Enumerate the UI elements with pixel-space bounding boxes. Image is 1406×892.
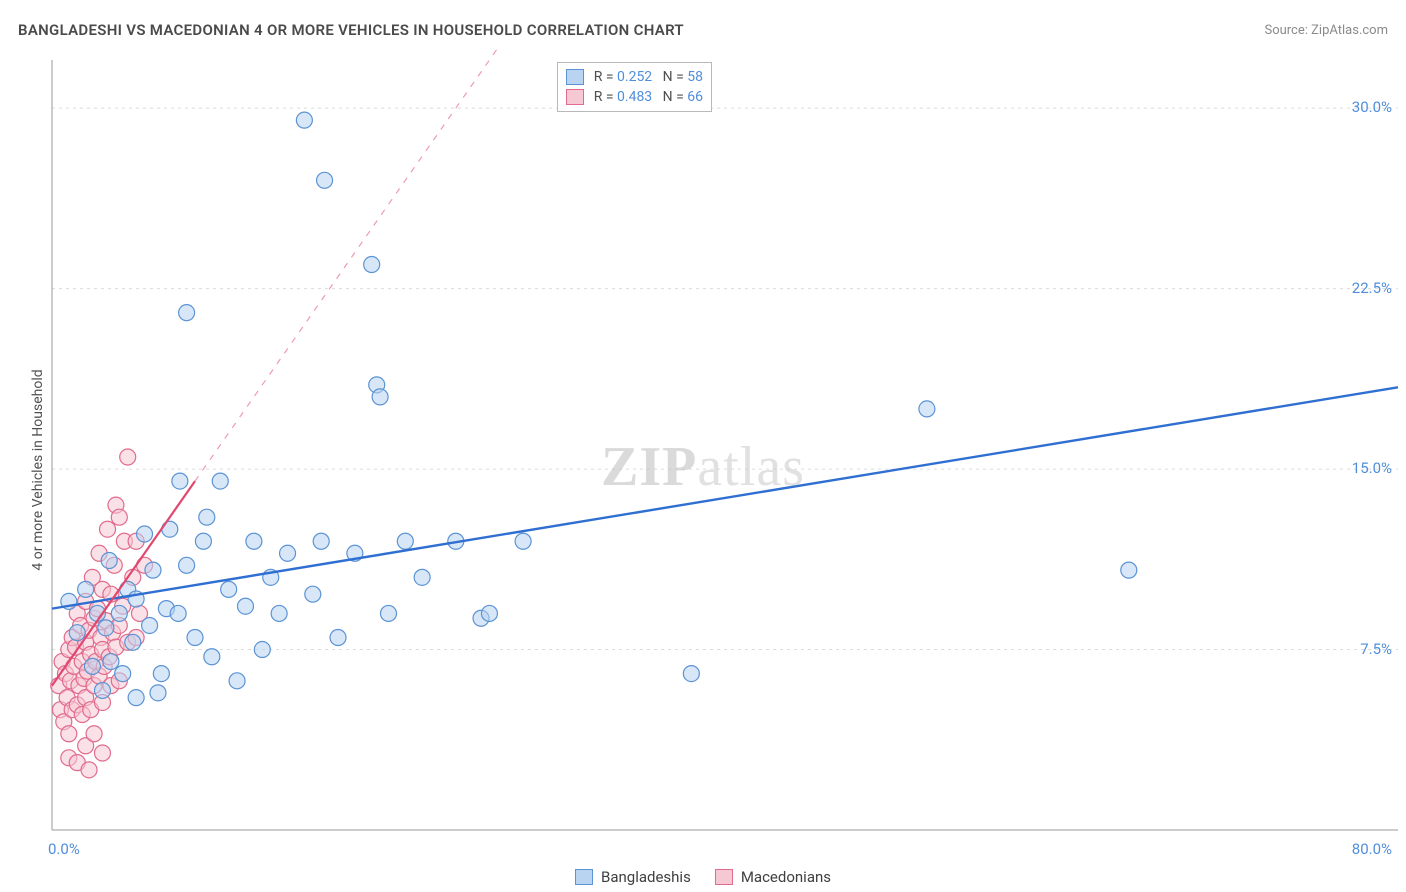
y-tick-label: 22.5% [1352,279,1392,297]
legend-swatch [566,69,584,85]
scatter-plot-svg [0,48,1406,892]
legend-swatch [575,869,593,885]
legend-swatch [715,869,733,885]
legend-row: R = 0.252 N = 58 [566,67,703,87]
legend-swatch [566,89,584,105]
legend-label: Macedonians [741,868,831,886]
legend-label: Bangladeshis [601,868,691,886]
legend-row: R = 0.483 N = 66 [566,87,703,107]
y-tick-label: 15.0% [1352,459,1392,477]
source-label: Source: ZipAtlas.com [1264,23,1388,38]
series-legend: Bangladeshis Macedonians [575,868,831,886]
y-tick-label: 7.5% [1360,640,1392,658]
y-axis-label: 4 or more Vehicles in Household [30,369,46,570]
chart-area: 4 or more Vehicles in Household ZIPatlas… [0,48,1406,892]
x-max-label: 80.0% [1352,840,1392,858]
chart-title: BANGLADESHI VS MACEDONIAN 4 OR MORE VEHI… [18,21,684,39]
y-tick-label: 30.0% [1352,98,1392,116]
x-min-label: 0.0% [48,840,80,858]
correlation-legend: R = 0.252 N = 58R = 0.483 N = 66 [557,62,712,112]
legend-item: Bangladeshis [575,868,691,886]
legend-item: Macedonians [715,868,831,886]
